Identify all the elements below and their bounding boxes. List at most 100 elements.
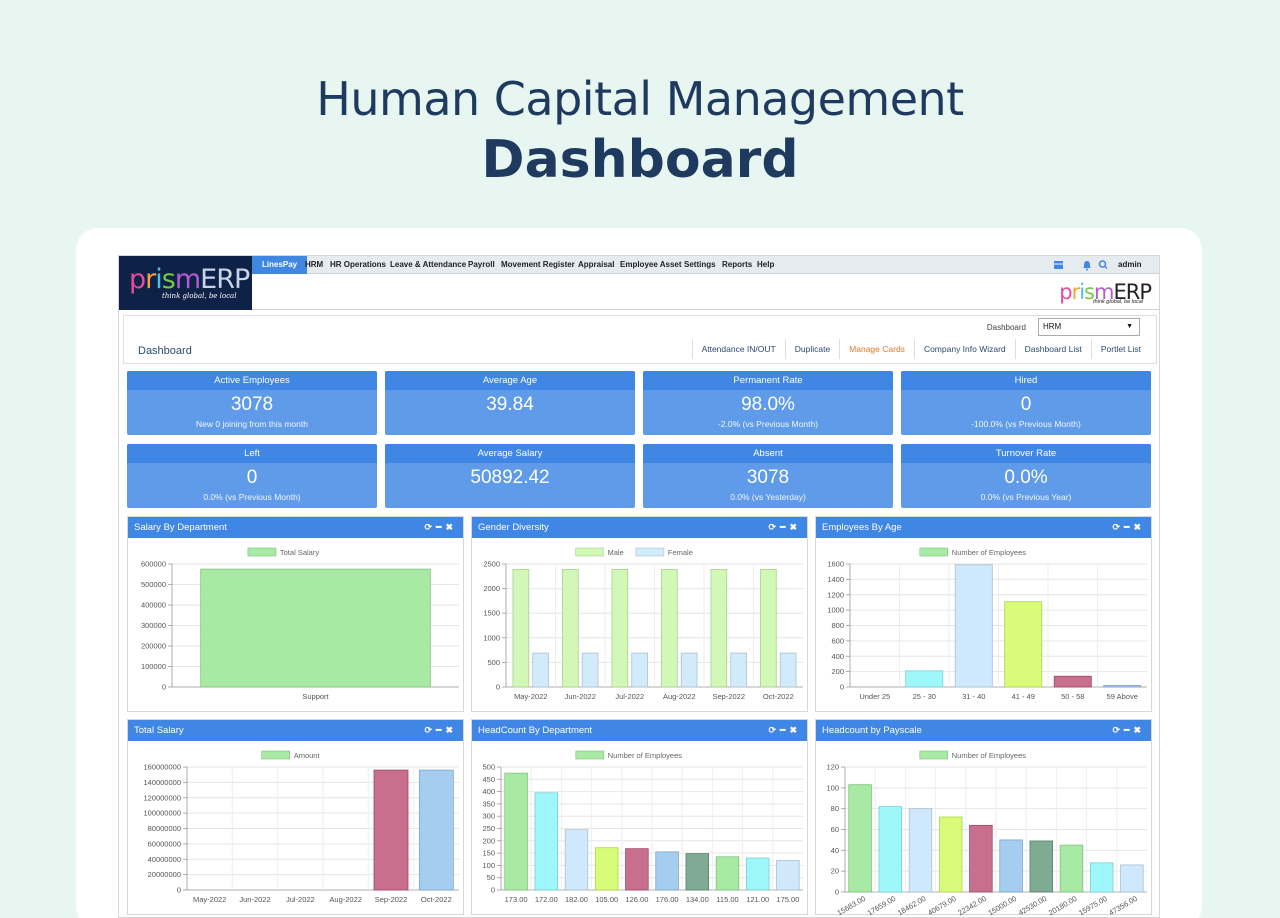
tab-duplicate[interactable]: Duplicate xyxy=(784,339,839,359)
tab-attendance-in-out[interactable]: Attendance IN/OUT xyxy=(691,339,785,359)
user-menu[interactable]: admin xyxy=(1118,260,1142,269)
minimize-icon[interactable]: ━ xyxy=(1124,725,1134,735)
refresh-icon[interactable]: ⟳ xyxy=(1112,725,1125,735)
panel-controls[interactable]: ⟳━✖ xyxy=(1112,517,1145,538)
grid-menu-icon[interactable] xyxy=(1054,256,1064,274)
menu-movement-register[interactable]: Movement Register xyxy=(501,260,575,269)
panel-controls[interactable]: ⟳━✖ xyxy=(768,517,801,538)
bar[interactable] xyxy=(200,568,431,688)
kpi-subtext: -2.0% (vs Previous Month) xyxy=(717,419,819,429)
refresh-icon[interactable]: ⟳ xyxy=(1112,522,1125,532)
refresh-icon[interactable]: ⟳ xyxy=(768,725,781,735)
bar[interactable] xyxy=(562,569,579,688)
close-icon[interactable]: ✖ xyxy=(1133,522,1145,532)
minimize-icon[interactable]: ━ xyxy=(436,725,446,735)
x-tick-label: Sep-2022 xyxy=(712,692,745,701)
close-icon[interactable]: ✖ xyxy=(1133,725,1145,735)
bar[interactable] xyxy=(418,769,454,891)
bar[interactable] xyxy=(745,857,770,891)
bar[interactable] xyxy=(715,856,740,891)
kpi-turnover-rate[interactable]: Turnover Rate 0.0% 0.0% (vs Previous Yea… xyxy=(901,444,1151,508)
bar[interactable] xyxy=(908,808,933,893)
bar[interactable] xyxy=(1004,601,1043,688)
bar[interactable] xyxy=(848,784,872,893)
kpi-left[interactable]: Left 0 0.0% (vs Previous Month) xyxy=(127,444,377,508)
close-icon[interactable]: ✖ xyxy=(445,522,457,532)
kpi-average-salary[interactable]: Average Salary 50892.42 xyxy=(385,444,635,508)
minimize-icon[interactable]: ━ xyxy=(1124,522,1134,532)
menu-employee-asset[interactable]: Employee Asset xyxy=(620,260,682,269)
kpi-active-employees[interactable]: Active Employees 3078 New 0 joining from… xyxy=(127,371,377,435)
logo[interactable]: prismERP think global, be local xyxy=(119,256,252,310)
bar[interactable] xyxy=(661,569,678,688)
bar[interactable] xyxy=(779,652,797,688)
legend-label: Number of Employees xyxy=(952,548,1026,557)
panel-controls[interactable]: ⟳━✖ xyxy=(768,720,801,741)
bar[interactable] xyxy=(760,569,777,688)
menu-linespay[interactable]: LinesPay xyxy=(252,256,308,274)
minimize-icon[interactable]: ━ xyxy=(436,522,446,532)
panel-controls[interactable]: ⟳━✖ xyxy=(424,720,457,741)
bar[interactable] xyxy=(905,670,944,688)
bar[interactable] xyxy=(534,792,559,891)
refresh-icon[interactable]: ⟳ xyxy=(424,522,437,532)
menu-payroll[interactable]: Payroll xyxy=(468,260,495,269)
bar[interactable] xyxy=(564,829,589,891)
bar[interactable] xyxy=(625,848,649,891)
menu-leave-attendance[interactable]: Leave & Attendance xyxy=(390,260,467,269)
bar[interactable] xyxy=(373,769,409,891)
close-icon[interactable]: ✖ xyxy=(789,522,801,532)
kpi-average-age[interactable]: Average Age 39.84 xyxy=(385,371,635,435)
menu-help[interactable]: Help xyxy=(757,260,775,269)
menu-hr-operations[interactable]: HR Operations xyxy=(330,260,387,269)
refresh-icon[interactable]: ⟳ xyxy=(424,725,437,735)
menu-reports[interactable]: Reports xyxy=(722,260,753,269)
close-icon[interactable]: ✖ xyxy=(445,725,457,735)
bar[interactable] xyxy=(594,847,619,891)
bar[interactable] xyxy=(655,851,679,891)
bar[interactable] xyxy=(631,652,648,688)
bar[interactable] xyxy=(878,806,903,893)
bar[interactable] xyxy=(512,569,530,688)
tab-dashboard-list[interactable]: Dashboard List xyxy=(1014,339,1091,359)
bar[interactable] xyxy=(1053,675,1092,688)
bar[interactable] xyxy=(680,652,698,688)
panel-controls[interactable]: ⟳━✖ xyxy=(1112,720,1145,741)
menu-settings[interactable]: Settings xyxy=(684,260,716,269)
bar[interactable] xyxy=(611,569,629,688)
kpi-absent[interactable]: Absent 3078 0.0% (vs Yesterday) xyxy=(643,444,893,508)
bar[interactable] xyxy=(685,853,710,891)
kpi-permanent-rate[interactable]: Permanent Rate 98.0% -2.0% (vs Previous … xyxy=(643,371,893,435)
tab-company-info-wizard[interactable]: Company Info Wizard xyxy=(913,339,1015,359)
bar[interactable] xyxy=(999,839,1023,893)
bar[interactable] xyxy=(1120,864,1144,893)
bar[interactable] xyxy=(730,652,747,688)
close-icon[interactable]: ✖ xyxy=(789,725,801,735)
kpi-hired[interactable]: Hired 0 -100.0% (vs Previous Month) xyxy=(901,371,1151,435)
bar[interactable] xyxy=(581,652,599,688)
bar[interactable] xyxy=(938,816,963,893)
dashboard-select[interactable]: HRM ▼ xyxy=(1038,318,1140,336)
bar[interactable] xyxy=(1103,685,1142,688)
bar[interactable] xyxy=(1029,840,1054,893)
panel-controls[interactable]: ⟳━✖ xyxy=(424,517,457,538)
bar[interactable] xyxy=(710,569,728,688)
minimize-icon[interactable]: ━ xyxy=(780,725,790,735)
bar[interactable] xyxy=(532,652,549,688)
page-title: Dashboard xyxy=(138,345,192,357)
bell-icon[interactable] xyxy=(1082,256,1092,274)
bar[interactable] xyxy=(504,772,528,891)
bar[interactable] xyxy=(776,860,800,891)
refresh-icon[interactable]: ⟳ xyxy=(768,522,781,532)
search-icon[interactable] xyxy=(1098,256,1108,274)
tab-manage-cards[interactable]: Manage Cards xyxy=(839,339,914,359)
menu-hrm[interactable]: HRM xyxy=(305,260,324,269)
y-tick-label: 600000 xyxy=(141,560,166,569)
bar[interactable] xyxy=(969,824,993,893)
bar[interactable] xyxy=(1089,862,1114,893)
minimize-icon[interactable]: ━ xyxy=(780,522,790,532)
bar[interactable] xyxy=(954,564,993,688)
menu-appraisal[interactable]: Appraisal xyxy=(578,260,615,269)
bar[interactable] xyxy=(1059,844,1084,893)
tab-portlet-list[interactable]: Portlet List xyxy=(1090,339,1150,359)
